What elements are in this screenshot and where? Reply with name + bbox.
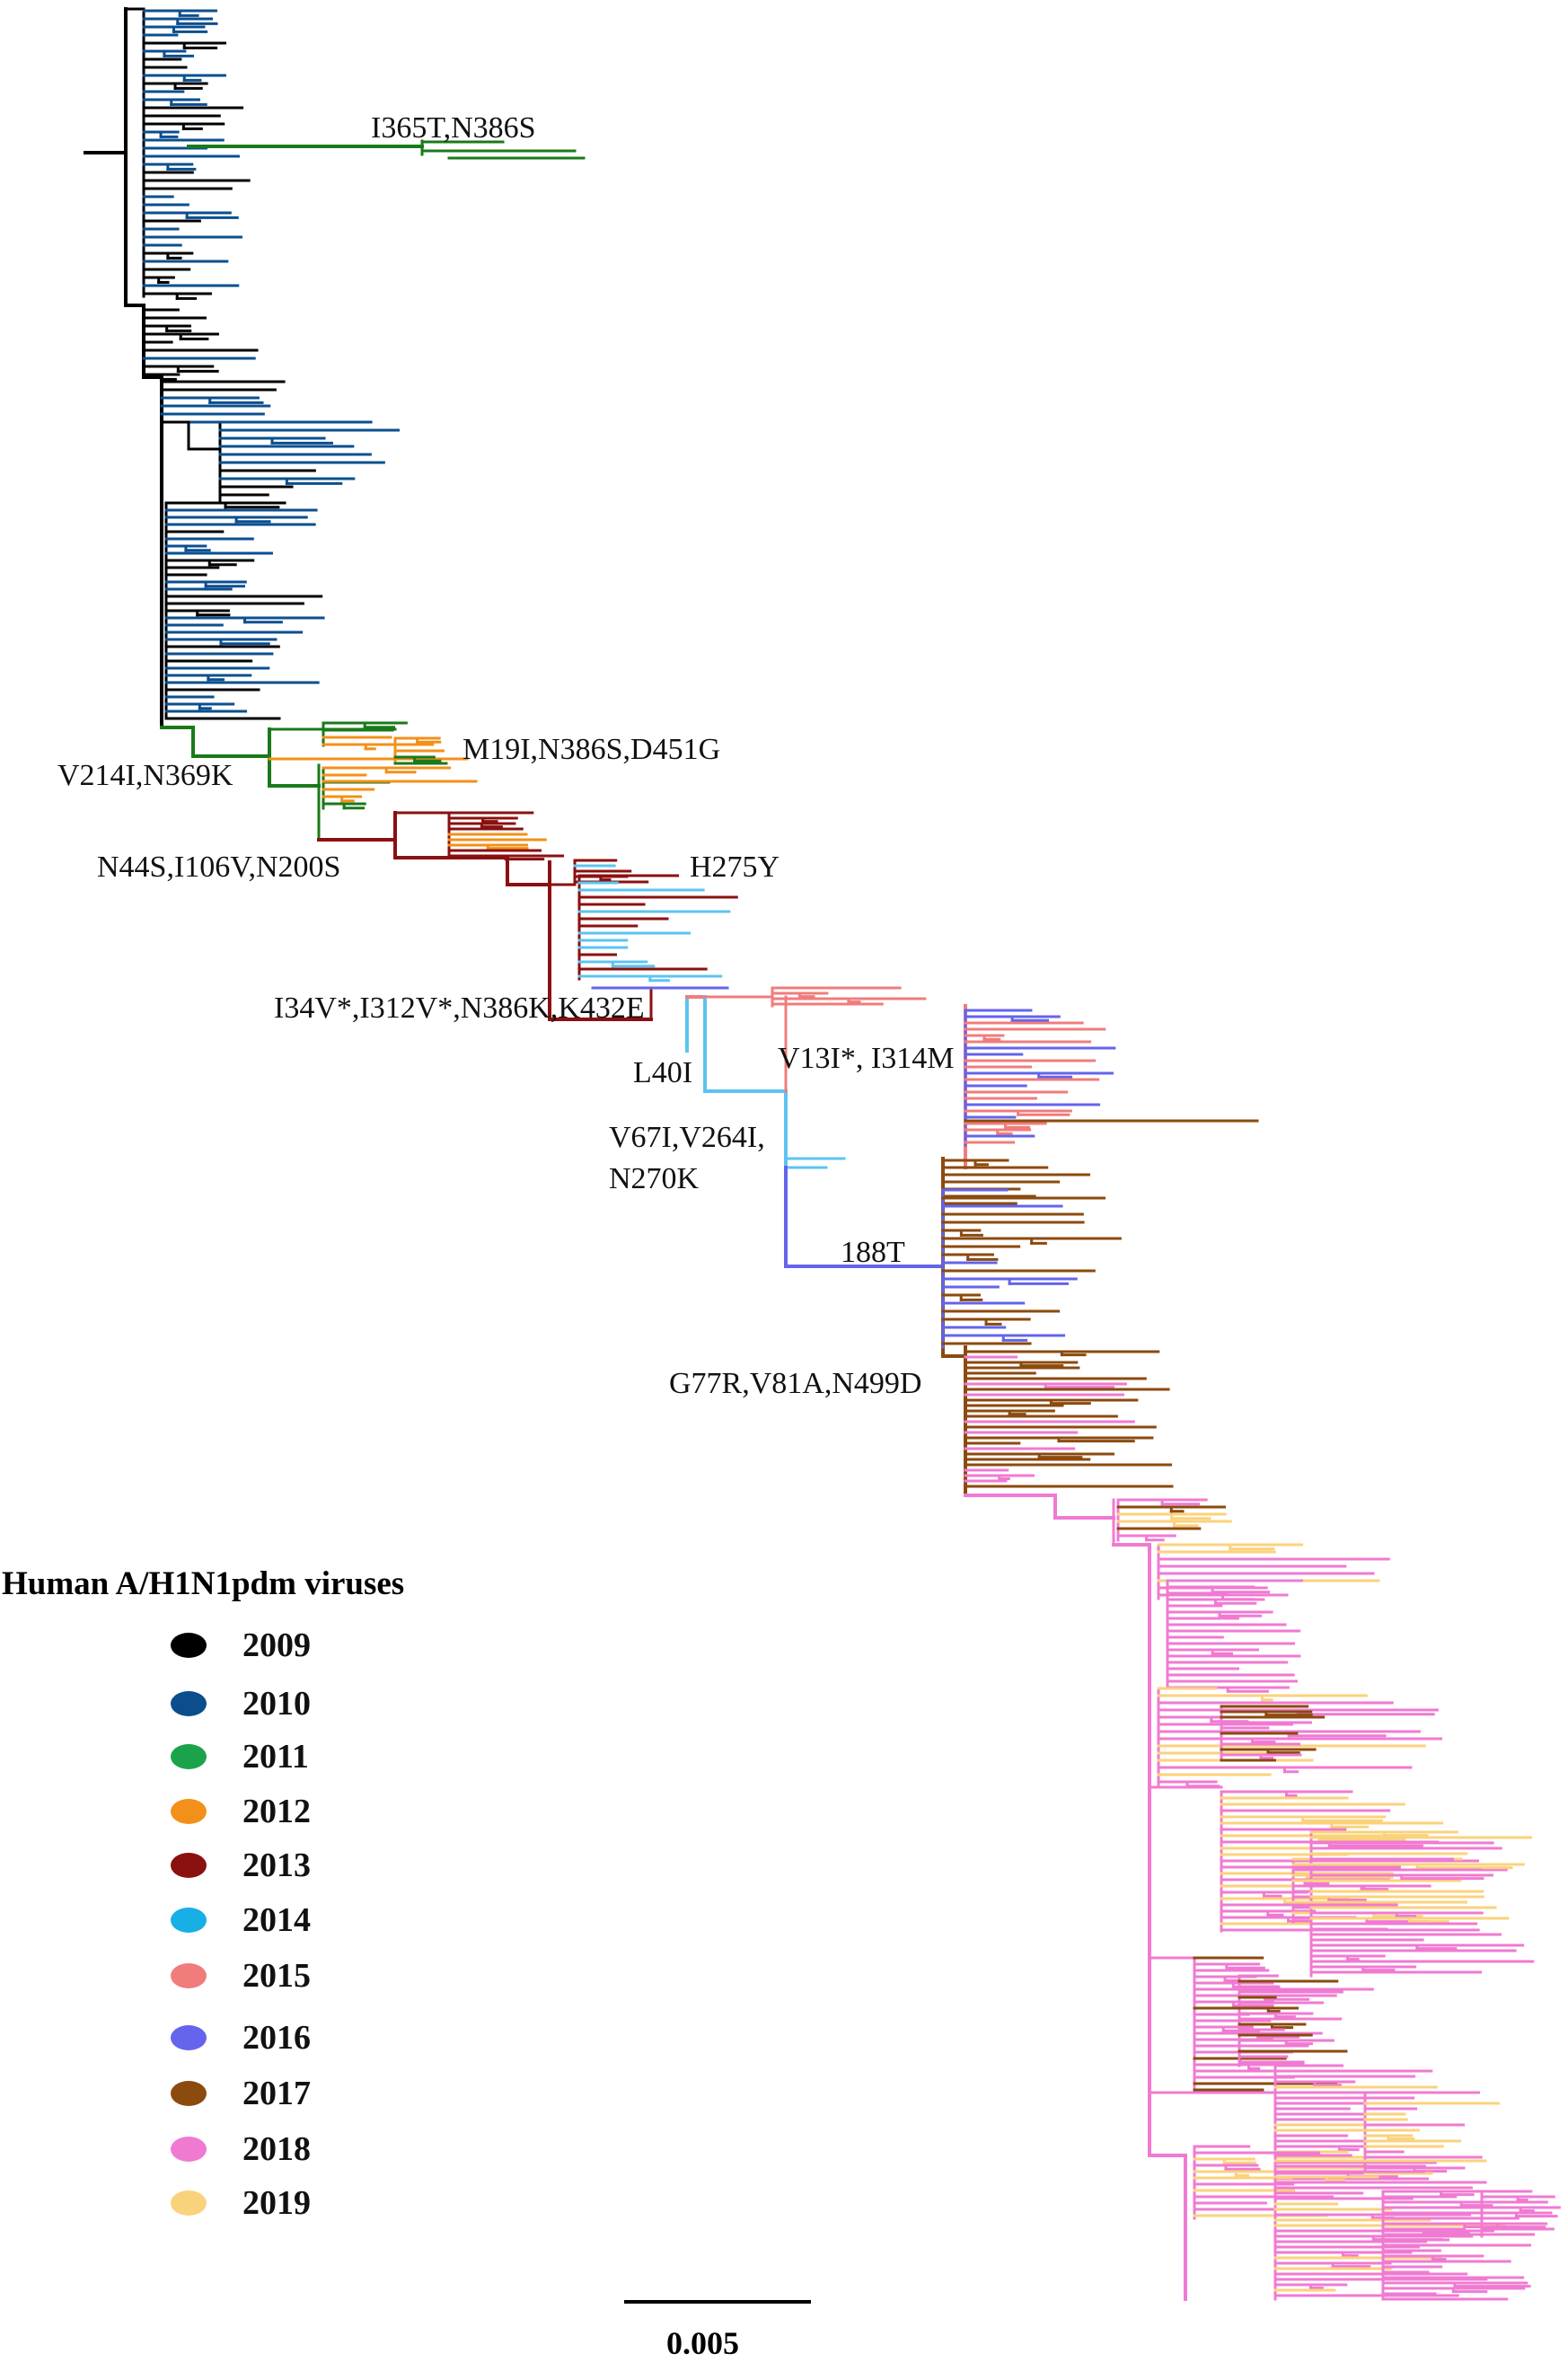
legend-item-2012: 2012 [171,1794,368,1829]
mutation-label-188t: 188T [841,1236,905,1269]
legend-dot-2013 [171,1853,207,1878]
legend-dot-2010 [171,1691,207,1716]
legend-item-2018: 2018 [171,2131,368,2167]
legend-label-2013: 2013 [242,1846,311,1884]
legend-title: Human A/H1N1pdm viruses [2,1565,405,1602]
legend-dot-2017 [171,2081,207,2106]
legend-item-2016: 2016 [171,2020,368,2056]
legend-dot-2018 [171,2137,207,2162]
legend-item-2014: 2014 [171,1902,368,1938]
legend-dot-2011 [171,1744,207,1769]
legend-label-2017: 2017 [242,2075,311,2112]
legend-item-2013: 2013 [171,1847,368,1883]
mutation-label-n270k: N270K [609,1162,700,1195]
scale-bar [624,2300,811,2304]
legend-label-2016: 2016 [242,2019,311,2057]
legend-label-2019: 2019 [242,2184,311,2222]
mutation-label-v67i: V67I,V264I, [609,1121,765,1154]
mutation-label-v214i: V214I,N369K [57,759,233,792]
legend-label-2014: 2014 [242,1901,311,1939]
legend-label-2009: 2009 [242,1626,311,1664]
legend-dot-2015 [171,1963,207,1988]
legend-item-2019: 2019 [171,2185,368,2221]
legend-dot-2014 [171,1908,207,1933]
legend-item-2015: 2015 [171,1958,368,1994]
mutation-label-m19i: M19I,N386S,D451G [462,733,721,766]
scale-bar-label: 0.005 [666,2325,739,2361]
legend-label-2012: 2012 [242,1793,311,1830]
legend-dot-2009 [171,1633,207,1658]
legend-item-2010: 2010 [171,1686,368,1722]
legend-label-2018: 2018 [242,2130,311,2168]
legend-item-2011: 2011 [171,1739,368,1775]
mutation-label-i34v: I34V*,I312V*,N386K,K432E [274,992,645,1025]
legend-dot-2016 [171,2025,207,2050]
mutation-label-v13i: V13I*, I314M [778,1042,955,1075]
mutation-label-l40i: L40I [633,1056,693,1089]
legend-label-2010: 2010 [242,1685,311,1723]
legend-dot-2019 [171,2190,207,2216]
mutation-label-g77r: G77R,V81A,N499D [669,1367,922,1400]
legend-label-2011: 2011 [242,1738,309,1776]
mutation-label-h275y: H275Y [690,850,780,884]
legend-label-2015: 2015 [242,1957,311,1995]
mutation-label-i365t: I365T,N386S [371,111,536,145]
mutation-label-n44s: N44S,I106V,N200S [97,850,341,884]
legend-dot-2012 [171,1799,207,1824]
legend-item-2017: 2017 [171,2076,368,2111]
legend-item-2009: 2009 [171,1627,368,1663]
